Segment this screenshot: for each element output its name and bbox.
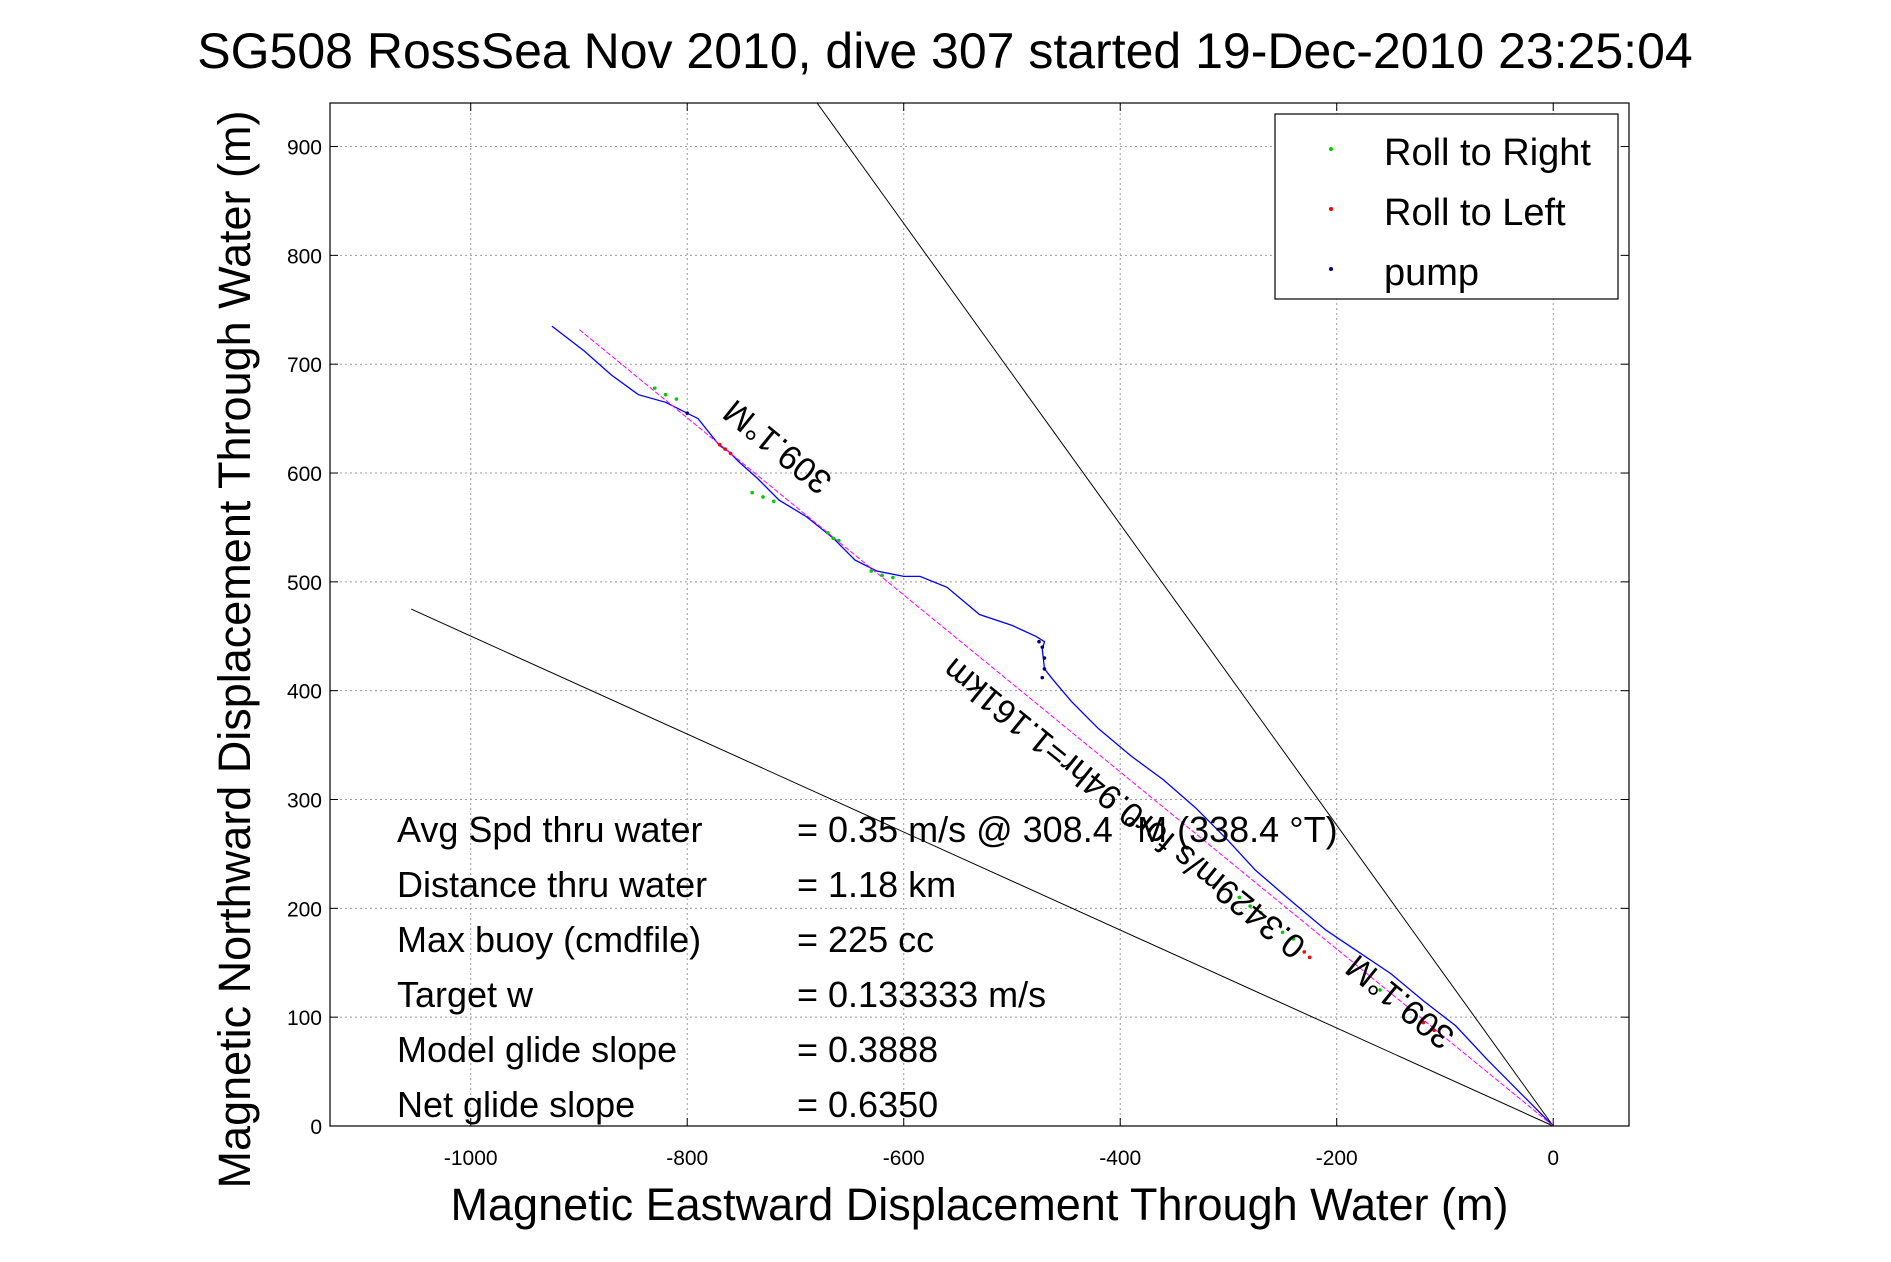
y-tick-label-6: 600 xyxy=(287,463,322,486)
stat-value-4: = 0.3888 xyxy=(797,1029,938,1070)
y-axis-label: Magnetic Northward Displacement Through … xyxy=(209,111,260,1189)
x-tick-label-3: -400 xyxy=(1099,1147,1141,1170)
marker-6-2 xyxy=(1040,645,1045,649)
x-tick-label-4: -200 xyxy=(1316,1147,1358,1170)
marker-4-5 xyxy=(772,499,776,504)
marker-4-6 xyxy=(826,531,830,535)
legend-swatch-1 xyxy=(1329,207,1333,211)
y-tick-label-9: 900 xyxy=(287,137,322,160)
guide-lines xyxy=(410,102,1554,1127)
stat-value-1: = 1.18 km xyxy=(797,864,956,905)
series-line-2 xyxy=(410,608,1554,1127)
stat-label-1: Distance thru water xyxy=(397,864,707,905)
series-line-3 xyxy=(816,102,1554,1127)
legend: Roll to Right Roll to Left pump xyxy=(1274,113,1619,300)
marker-4-2 xyxy=(674,397,679,401)
stat-value-5: = 0.6350 xyxy=(797,1084,938,1125)
marker-4-8 xyxy=(836,538,841,543)
marker-5-6 xyxy=(1432,1028,1436,1033)
x-axis-label: Magnetic Eastward Displacement Through W… xyxy=(451,1179,1509,1230)
y-tick-label-4: 400 xyxy=(287,681,322,704)
y-tick-label-2: 200 xyxy=(287,898,322,921)
marker-4-16 xyxy=(1291,937,1296,941)
y-tick-label-8: 800 xyxy=(287,245,322,268)
y-tick-label-3: 300 xyxy=(287,790,322,813)
legend-label-2: pump xyxy=(1384,252,1479,294)
marker-4-12 xyxy=(1237,895,1242,900)
marker-6-1 xyxy=(1037,639,1041,644)
marker-4-1 xyxy=(663,392,668,397)
marker-6-5 xyxy=(1040,675,1045,680)
y-tick-label-7: 700 xyxy=(287,354,322,377)
marker-4-7 xyxy=(831,536,836,541)
plot-frame xyxy=(329,102,1630,1127)
marker-6-4 xyxy=(1042,667,1047,671)
stat-label-4: Model glide slope xyxy=(397,1029,677,1070)
x-tick-label-0: -1000 xyxy=(444,1147,498,1170)
marker-6-3 xyxy=(1042,656,1047,660)
y-tick-label-1: 100 xyxy=(287,1007,322,1030)
x-tick-label-5: 0 xyxy=(1547,1147,1559,1170)
marker-4-17 xyxy=(1378,988,1382,992)
marker-5-2 xyxy=(728,451,733,456)
stats-annotations: Avg Spd thru water = 0.35 m/s @ 308.4 °M … xyxy=(397,809,1338,1125)
marker-4-15 xyxy=(1280,930,1285,935)
marker-4-10 xyxy=(880,573,884,578)
legend-label-0: Roll to Right xyxy=(1384,132,1591,174)
marker-4-13 xyxy=(1248,904,1252,908)
y-tick-label-5: 500 xyxy=(287,572,322,595)
series-markers xyxy=(652,386,1436,1033)
marker-5-4 xyxy=(1307,955,1312,960)
stat-label-2: Max buoy (cmdfile) xyxy=(397,919,701,960)
stat-label-3: Target w xyxy=(397,974,534,1015)
stat-value-0: = 0.35 m/s @ 308.4 °M (338.4 °T) xyxy=(797,809,1338,850)
x-ticks: -1000 -800 -600 -400 -200 0 xyxy=(444,103,1559,1170)
marker-5-0 xyxy=(717,442,722,447)
y-ticks: 0 100 200 300 400 500 600 700 800 900 xyxy=(287,137,1629,1139)
y-tick-label-0: 0 xyxy=(310,1116,322,1139)
marker-5-1 xyxy=(723,447,727,451)
x-tick-label-2: -600 xyxy=(883,1147,925,1170)
chart-title: SG508 RossSea Nov 2010, dive 307 started… xyxy=(197,23,1692,79)
legend-swatch-2 xyxy=(1329,267,1333,271)
marker-4-0 xyxy=(652,386,657,390)
stat-label-0: Avg Spd thru water xyxy=(397,809,703,850)
marker-4-3 xyxy=(750,490,754,495)
marker-6-0 xyxy=(685,411,690,415)
grid xyxy=(330,103,1629,1127)
marker-4-9 xyxy=(869,569,874,573)
marker-4-14 xyxy=(1259,910,1263,915)
legend-swatch-0 xyxy=(1329,147,1333,151)
stat-label-5: Net glide slope xyxy=(397,1084,635,1125)
marker-5-5 xyxy=(1421,1020,1426,1025)
marker-5-3 xyxy=(1302,950,1307,954)
marker-4-11 xyxy=(891,575,895,580)
stat-value-2: = 225 cc xyxy=(797,919,934,960)
legend-label-1: Roll to Left xyxy=(1384,192,1566,234)
stat-value-3: = 0.133333 m/s xyxy=(797,974,1046,1015)
x-tick-label-1: -800 xyxy=(666,1147,708,1170)
marker-4-4 xyxy=(761,495,765,499)
